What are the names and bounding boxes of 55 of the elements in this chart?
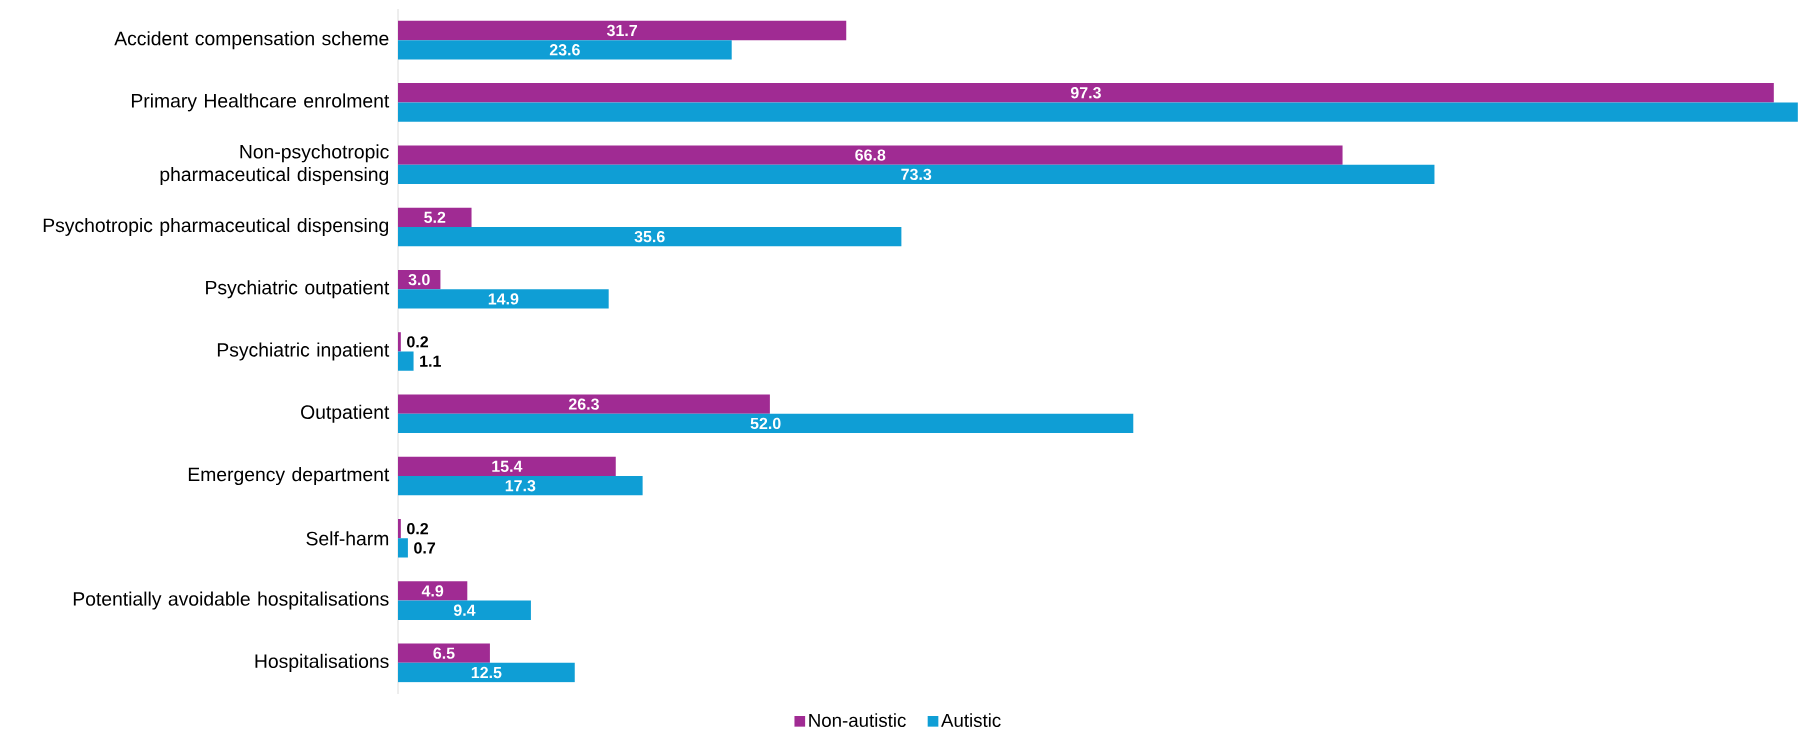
y-tick-label: Self-harm (306, 531, 389, 546)
bar (398, 581, 468, 601)
data-label: 12.5 (471, 667, 502, 679)
y-tick-label: Hospitalisations (255, 654, 389, 673)
bar (398, 351, 414, 371)
y-tick-label: Psychiatric inpatient (217, 342, 390, 361)
y-tick-label: Psychotropic pharmaceutical dispensing (43, 218, 389, 237)
bar (398, 332, 401, 352)
bar (398, 519, 401, 539)
data-label: 31.7 (606, 24, 637, 37)
bar (398, 227, 902, 247)
y-tick-label: Emergency department (188, 467, 390, 486)
data-label: 14.9 (488, 293, 519, 305)
y-tick-label: Primary Healthcare enrolment (131, 93, 390, 112)
bar (398, 663, 575, 683)
bar (398, 643, 490, 664)
data-label: 17.3 (505, 480, 536, 492)
data-label: 4.9 (421, 585, 444, 597)
legend-label: Autistic (941, 713, 1001, 728)
data-label: 23.6 (549, 44, 580, 56)
y-tick-label: Non-psychotropic pharmaceutical dispensing (160, 144, 389, 186)
bar (398, 207, 472, 228)
bar (398, 164, 1435, 185)
data-label: 35.6 (634, 231, 665, 243)
bar (398, 538, 408, 558)
bar (398, 456, 616, 477)
data-label: 0.2 (407, 336, 429, 348)
legend-label: Non-autistic (809, 713, 906, 728)
data-label: 9.4 (453, 604, 476, 617)
y-tick-label: Psychiatric outpatient (206, 280, 390, 299)
bar (398, 413, 1134, 434)
bar (398, 40, 732, 60)
bar (398, 21, 847, 41)
data-label: 97.3 (1070, 87, 1101, 99)
bar (398, 102, 1798, 122)
data-label: 6.5 (433, 647, 455, 660)
data-label: 5.2 (424, 211, 446, 224)
bar (398, 145, 1343, 165)
data-label: 73.3 (901, 168, 932, 181)
data-label: 1.1 (420, 355, 441, 367)
data-label: 26.3 (568, 398, 599, 410)
data-label: 52.0 (750, 417, 781, 430)
bar (398, 476, 643, 496)
bar (398, 289, 609, 309)
bar (398, 600, 531, 621)
data-label: 0.2 (407, 523, 429, 535)
y-tick-label: Accident compensation scheme (114, 31, 389, 50)
bar (398, 394, 770, 414)
data-label: 0.7 (414, 542, 436, 554)
y-tick-label: Outpatient (301, 404, 390, 423)
data-label: 3.0 (408, 274, 430, 286)
data-label: 15.4 (492, 461, 523, 473)
data-label: 66.8 (855, 149, 886, 161)
bar (398, 83, 1774, 103)
y-tick-label: Potentially avoidable hospitalisations (73, 591, 389, 610)
